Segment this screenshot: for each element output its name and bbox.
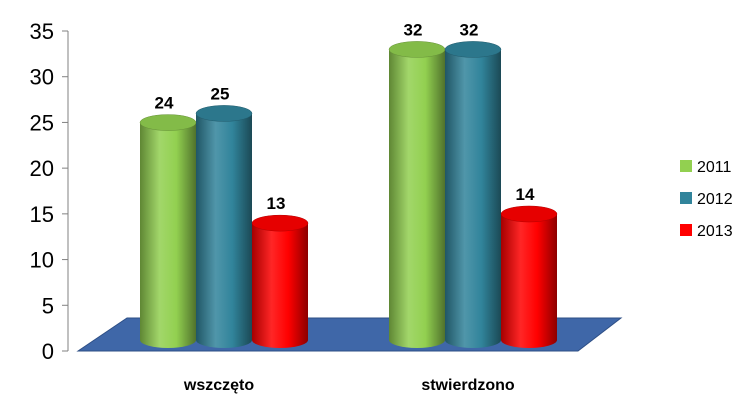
bar-2012-wszczęto [196,113,252,348]
bar-2011-stwierdzono [389,49,445,349]
data-label-2012-stwierdzono: 32 [460,20,479,39]
y-tick-label: 10 [30,248,54,273]
bar-2012-stwierdzono [445,49,501,349]
bar-2013-stwierdzono [501,214,557,348]
category-label: wszczęto [183,377,254,394]
bar-2013-wszczęto [252,223,308,348]
data-label-2013-wszczęto: 13 [267,194,286,213]
y-tick-label: 5 [42,293,54,318]
y-tick-label: 35 [30,19,54,44]
category-label: stwierdzono [421,377,515,394]
bar-top-2011-stwierdzono [388,41,446,58]
y-tick-label: 25 [30,110,54,135]
y-tick-label: 15 [30,202,54,227]
legend-label-2013: 2013 [697,223,733,240]
data-label-2012-wszczęto: 25 [211,84,230,103]
bar-top-2011-wszczęto [139,114,197,131]
bars-group: 24 25 13 32 32 14 [139,20,558,349]
y-tick-label: 0 [42,339,54,364]
bar-top-2013-wszczęto [251,214,309,232]
bar-top-2012-wszczęto [195,105,253,122]
legend-swatch-2013 [680,224,692,236]
legend: 2011 2012 2013 [680,159,733,240]
data-label-2013-stwierdzono: 14 [516,185,535,204]
y-tick-label: 30 [30,65,54,90]
y-axis-ticks: 0 5 10 15 20 25 30 35 [30,19,68,364]
category-labels: wszczęto stwierdzono [183,377,515,394]
legend-label-2011: 2011 [697,159,732,176]
y-tick-label: 20 [30,156,54,181]
legend-label-2012: 2012 [697,191,733,208]
bar-2011-wszczęto [140,122,196,348]
data-label-2011-wszczęto: 24 [155,94,174,113]
bar-top-2013-stwierdzono [500,205,558,223]
legend-swatch-2012 [680,192,692,204]
data-label-2011-stwierdzono: 32 [404,20,423,39]
bar-top-2012-stwierdzono [444,41,502,58]
legend-swatch-2011 [680,160,692,172]
